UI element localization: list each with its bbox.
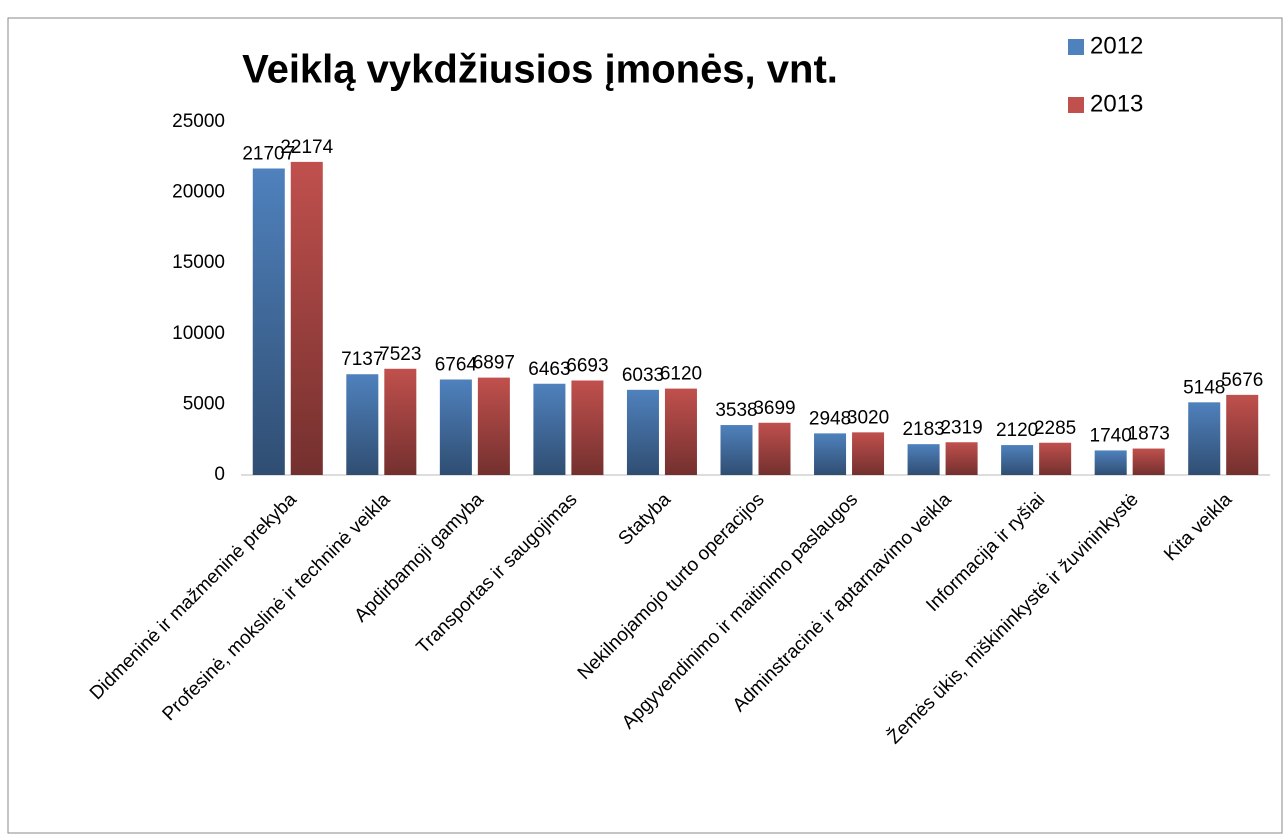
bar-shade bbox=[626, 389, 659, 475]
bar-shade bbox=[290, 161, 323, 475]
bar-shade bbox=[1001, 445, 1034, 475]
data-label: 1740 bbox=[1090, 425, 1132, 446]
data-label: 2319 bbox=[940, 417, 982, 438]
y-tick-label: 15000 bbox=[172, 252, 225, 273]
data-label: 3538 bbox=[715, 400, 757, 421]
legend-swatch bbox=[1068, 97, 1084, 113]
bar-shade bbox=[533, 383, 566, 475]
bar-shade bbox=[1132, 448, 1165, 475]
legend-label: 2012 bbox=[1090, 32, 1143, 59]
bar-shade bbox=[720, 425, 753, 475]
bar-shade bbox=[758, 422, 791, 475]
bar-shade bbox=[439, 379, 472, 475]
data-label: 1873 bbox=[1128, 424, 1170, 445]
data-label: 2285 bbox=[1034, 418, 1076, 439]
data-label: 6033 bbox=[622, 365, 664, 386]
y-tick-label: 5000 bbox=[183, 393, 225, 414]
bar-shade bbox=[852, 432, 885, 475]
bar-shade bbox=[664, 388, 697, 475]
data-label: 5676 bbox=[1221, 370, 1263, 391]
data-label: 3020 bbox=[847, 407, 889, 428]
legend-swatch bbox=[1068, 39, 1084, 55]
bar-shade bbox=[252, 168, 285, 475]
bar-shade bbox=[1094, 450, 1127, 475]
data-label: 3699 bbox=[753, 398, 795, 419]
data-label: 6764 bbox=[435, 355, 478, 376]
bar-shade bbox=[1188, 402, 1221, 475]
legend-label: 2013 bbox=[1090, 90, 1143, 117]
data-label: 7523 bbox=[379, 344, 421, 365]
data-label: 22174 bbox=[280, 137, 333, 158]
y-tick-label: 25000 bbox=[172, 111, 225, 132]
data-label: 2948 bbox=[809, 408, 851, 429]
bar-shade bbox=[1226, 394, 1259, 475]
bar-shade bbox=[907, 444, 940, 475]
bar-shade bbox=[346, 374, 379, 475]
data-label: 6120 bbox=[660, 364, 702, 385]
bar-shade bbox=[571, 380, 604, 475]
y-tick-label: 10000 bbox=[172, 323, 225, 344]
data-label: 7137 bbox=[341, 349, 383, 370]
data-label: 6463 bbox=[528, 359, 570, 380]
bar-shade bbox=[1039, 442, 1072, 475]
y-tick-label: 20000 bbox=[172, 182, 225, 203]
bar-shade bbox=[945, 442, 978, 475]
chart-title: Veiklą vykdžiusios įmonės, vnt. bbox=[242, 48, 838, 92]
data-label: 2120 bbox=[996, 420, 1038, 441]
bar-shade bbox=[814, 433, 847, 475]
data-label: 2183 bbox=[902, 419, 944, 440]
data-label: 6897 bbox=[473, 353, 515, 374]
y-tick-label: 0 bbox=[214, 464, 225, 485]
data-label: 6693 bbox=[566, 356, 608, 377]
data-label: 21707 bbox=[242, 144, 295, 165]
bar-shade bbox=[384, 368, 417, 475]
data-label: 5148 bbox=[1183, 377, 1225, 398]
bar-shade bbox=[477, 377, 510, 475]
